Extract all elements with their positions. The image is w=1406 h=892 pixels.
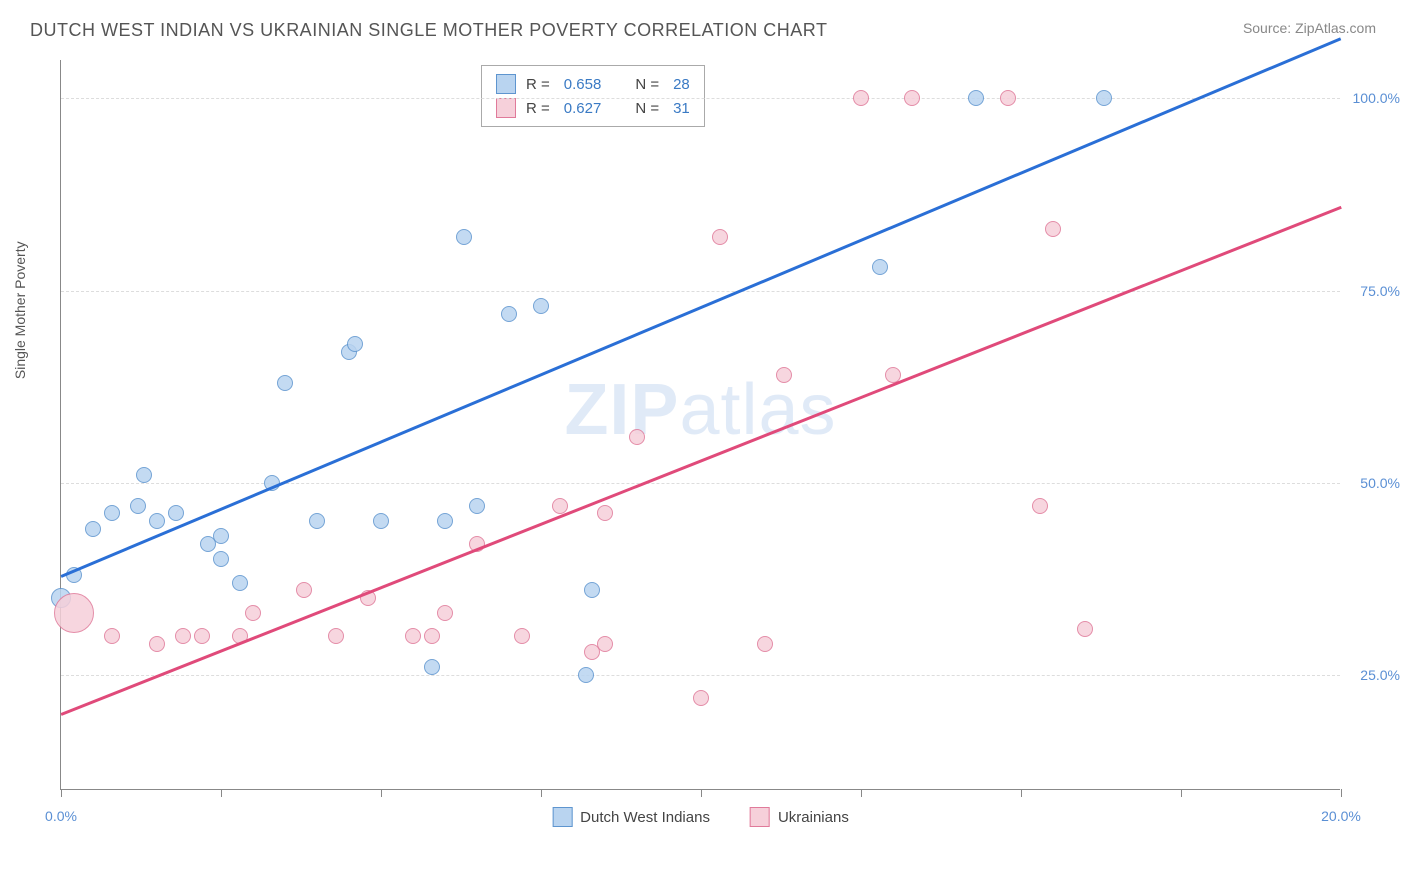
grid-line bbox=[61, 675, 1340, 676]
scatter-point bbox=[629, 429, 645, 445]
legend-swatch-icon bbox=[496, 98, 516, 118]
x-tick bbox=[861, 789, 862, 797]
scatter-point bbox=[373, 513, 389, 529]
scatter-point bbox=[85, 521, 101, 537]
watermark: ZIPatlas bbox=[564, 369, 836, 451]
scatter-point bbox=[149, 513, 165, 529]
scatter-point bbox=[245, 605, 261, 621]
y-tick-label: 75.0% bbox=[1360, 283, 1400, 299]
correlation-legend: R = 0.658 N = 28 R = 0.627 N = 31 bbox=[481, 65, 705, 127]
grid-line bbox=[61, 483, 1340, 484]
x-tick bbox=[541, 789, 542, 797]
scatter-point bbox=[578, 667, 594, 683]
header: DUTCH WEST INDIAN VS UKRAINIAN SINGLE MO… bbox=[0, 0, 1406, 51]
scatter-point bbox=[1045, 221, 1061, 237]
series-legend: Dutch West Indians Ukrainians bbox=[552, 807, 849, 827]
chart-container: Single Mother Poverty ZIPatlas R = 0.658… bbox=[60, 60, 1390, 820]
scatter-point bbox=[456, 229, 472, 245]
scatter-point bbox=[277, 375, 293, 391]
scatter-point bbox=[776, 367, 792, 383]
scatter-point bbox=[1000, 90, 1016, 106]
scatter-point bbox=[712, 229, 728, 245]
scatter-point bbox=[405, 628, 421, 644]
scatter-point bbox=[552, 498, 568, 514]
x-tick bbox=[381, 789, 382, 797]
scatter-point bbox=[104, 628, 120, 644]
scatter-point bbox=[213, 528, 229, 544]
scatter-point bbox=[597, 505, 613, 521]
scatter-point bbox=[296, 582, 312, 598]
scatter-point bbox=[597, 636, 613, 652]
legend-item-series-0: Dutch West Indians bbox=[552, 807, 710, 827]
scatter-point bbox=[469, 498, 485, 514]
scatter-point bbox=[904, 90, 920, 106]
scatter-point bbox=[1096, 90, 1112, 106]
trend-line bbox=[61, 206, 1342, 715]
source-label: Source: ZipAtlas.com bbox=[1243, 20, 1376, 36]
scatter-point bbox=[104, 505, 120, 521]
scatter-point bbox=[424, 628, 440, 644]
y-axis-title: Single Mother Poverty bbox=[12, 241, 28, 379]
scatter-point bbox=[149, 636, 165, 652]
x-tick bbox=[221, 789, 222, 797]
scatter-point bbox=[437, 513, 453, 529]
scatter-point bbox=[232, 575, 248, 591]
scatter-point bbox=[853, 90, 869, 106]
plot-area: ZIPatlas R = 0.658 N = 28 R = 0.627 N = … bbox=[60, 60, 1340, 790]
scatter-point bbox=[693, 690, 709, 706]
scatter-point bbox=[213, 551, 229, 567]
scatter-point bbox=[501, 306, 517, 322]
scatter-point bbox=[328, 628, 344, 644]
legend-swatch-icon bbox=[552, 807, 572, 827]
legend-item-series-1: Ukrainians bbox=[750, 807, 849, 827]
scatter-point bbox=[584, 582, 600, 598]
scatter-point bbox=[437, 605, 453, 621]
x-tick bbox=[1021, 789, 1022, 797]
chart-title: DUTCH WEST INDIAN VS UKRAINIAN SINGLE MO… bbox=[30, 20, 827, 41]
scatter-point bbox=[130, 498, 146, 514]
legend-row-series-1: R = 0.627 N = 31 bbox=[496, 96, 690, 120]
scatter-point bbox=[347, 336, 363, 352]
x-tick bbox=[1181, 789, 1182, 797]
scatter-point bbox=[1077, 621, 1093, 637]
legend-row-series-0: R = 0.658 N = 28 bbox=[496, 72, 690, 96]
legend-swatch-icon bbox=[496, 74, 516, 94]
y-tick-label: 25.0% bbox=[1360, 667, 1400, 683]
x-tick bbox=[1341, 789, 1342, 797]
legend-swatch-icon bbox=[750, 807, 770, 827]
x-tick bbox=[61, 789, 62, 797]
scatter-point bbox=[309, 513, 325, 529]
scatter-point bbox=[175, 628, 191, 644]
scatter-point bbox=[54, 593, 94, 633]
x-tick-label: 20.0% bbox=[1321, 808, 1361, 824]
x-tick bbox=[701, 789, 702, 797]
scatter-point bbox=[424, 659, 440, 675]
scatter-point bbox=[757, 636, 773, 652]
x-tick-label: 0.0% bbox=[45, 808, 77, 824]
scatter-point bbox=[194, 628, 210, 644]
scatter-point bbox=[514, 628, 530, 644]
grid-line bbox=[61, 98, 1340, 99]
scatter-point bbox=[1032, 498, 1048, 514]
scatter-point bbox=[533, 298, 549, 314]
y-tick-label: 50.0% bbox=[1360, 475, 1400, 491]
grid-line bbox=[61, 291, 1340, 292]
scatter-point bbox=[968, 90, 984, 106]
scatter-point bbox=[168, 505, 184, 521]
scatter-point bbox=[872, 259, 888, 275]
y-tick-label: 100.0% bbox=[1353, 90, 1400, 106]
scatter-point bbox=[136, 467, 152, 483]
